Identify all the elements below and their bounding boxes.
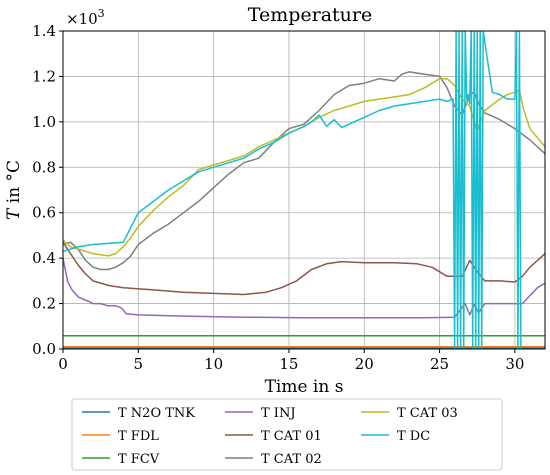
- series-lines: [63, 31, 545, 349]
- legend-label: T FDL: [118, 429, 159, 444]
- legend-label: T FCV: [118, 452, 160, 467]
- chart-title: Temperature: [248, 4, 372, 26]
- x-tick-label: 25: [430, 355, 449, 373]
- x-tick-label: 0: [58, 355, 68, 373]
- legend-label: T INJ: [261, 406, 296, 421]
- legend-label: T CAT 03: [397, 406, 458, 421]
- x-tick-label: 10: [204, 355, 223, 373]
- legend-label: T CAT 01: [261, 429, 322, 444]
- ticks: 0 5 10 15 20 25 30 0.0 0.2 0.4 0.6 0.8 1.0 1.2 1.4: [32, 22, 524, 373]
- plot-frame: [62, 30, 546, 350]
- y-tick-label: 1.0: [32, 113, 56, 131]
- legend: T N2O TNK T FDL T FCV T INJ T CAT 01 T CAT 02…: [71, 398, 503, 471]
- legend-frame: [71, 398, 503, 471]
- x-tick-label: 20: [355, 355, 374, 373]
- y-tick-label: 0.2: [32, 295, 56, 313]
- y-tick-label: 0.8: [32, 158, 56, 176]
- y-tick-label: 1.2: [32, 67, 56, 85]
- legend-label: T N2O TNK: [118, 406, 195, 421]
- x-axis-title: Time in s: [265, 377, 344, 397]
- y-tick-label: 0.4: [32, 249, 56, 267]
- y-axis-title: T in °C: [4, 160, 24, 220]
- y-axis-title-unit: in °C: [4, 160, 24, 209]
- y-scale-factor: ×103: [66, 7, 105, 28]
- x-tick-label: 30: [505, 355, 524, 373]
- x-tick-label: 15: [279, 355, 298, 373]
- legend-label: T CAT 02: [261, 452, 322, 467]
- y-axis-title-symbol: T: [4, 207, 24, 220]
- y-scale-exponent: 3: [98, 7, 105, 20]
- y-tick-label: 0.0: [32, 340, 56, 358]
- y-tick-label: 0.6: [32, 204, 56, 222]
- x-tick-label: 5: [134, 355, 144, 373]
- series-line-t-dc: [63, 31, 523, 349]
- y-scale-base: ×10: [66, 10, 98, 28]
- legend-label: T DC: [397, 429, 430, 444]
- series-line-t-cat-01: [63, 241, 545, 296]
- y-tick-label: 1.4: [32, 22, 56, 40]
- series-line-t-inj: [63, 257, 545, 319]
